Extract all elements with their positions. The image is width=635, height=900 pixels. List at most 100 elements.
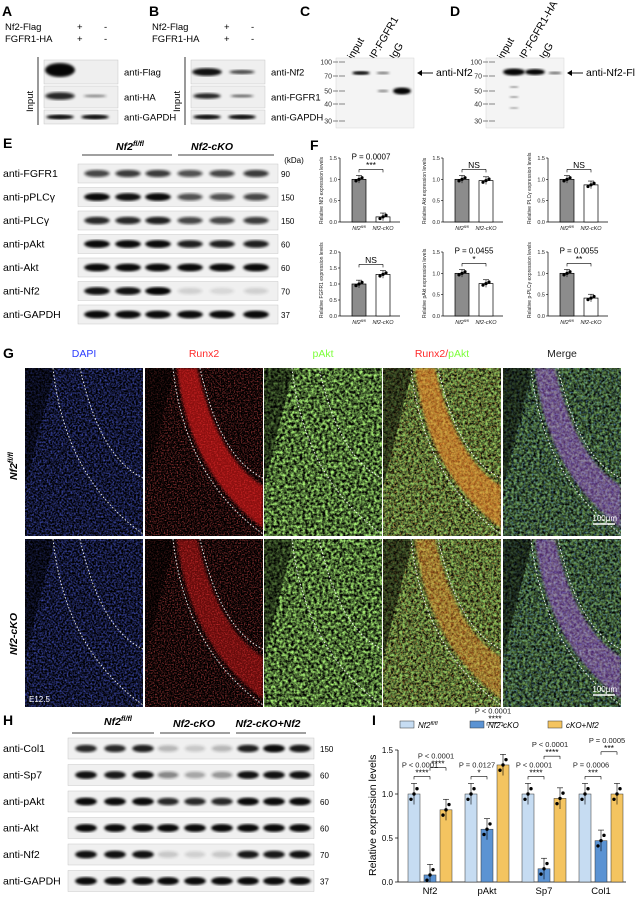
band — [237, 797, 259, 806]
suture-boundary — [172, 539, 263, 706]
arrow-head-icon — [567, 70, 572, 76]
data-point — [484, 179, 488, 183]
kda-value: 60 — [281, 241, 290, 250]
band — [243, 287, 269, 295]
legend-label: cKO+Nf2 — [566, 721, 599, 730]
p-value: P < 0.0001 — [532, 740, 568, 749]
blot-label: anti-Nf2 — [271, 68, 304, 79]
y-tick-label: 1.0 — [329, 177, 337, 183]
panel-label-d: D — [450, 3, 460, 19]
data-point — [487, 177, 491, 181]
kda-value: 37 — [281, 311, 290, 320]
x-tick-label: Sp7 — [536, 886, 553, 897]
y-tick-label: 0.0 — [432, 220, 440, 226]
data-point — [539, 872, 543, 876]
x-tick-label: Nf2fl/fl — [352, 225, 366, 232]
blot-label: anti-GAPDH — [3, 876, 61, 888]
data-point — [618, 787, 622, 791]
band — [83, 94, 107, 98]
band — [157, 771, 179, 779]
band — [104, 850, 126, 859]
kda-value: 150 — [320, 745, 334, 754]
data-point — [592, 294, 596, 299]
kda-value: 60 — [320, 798, 329, 807]
bar — [478, 283, 494, 317]
micrograph-tile — [145, 368, 263, 536]
band — [104, 744, 126, 753]
kda-value: 70 — [320, 851, 329, 860]
data-point — [481, 283, 485, 287]
band — [503, 68, 525, 76]
x-tick-label: Nf2-cKO — [475, 226, 497, 232]
band — [184, 850, 206, 859]
band — [243, 193, 269, 201]
column-label: DAPI — [72, 348, 97, 360]
legend-swatch — [547, 720, 563, 729]
band — [289, 744, 311, 753]
data-point — [592, 181, 596, 185]
data-point — [562, 179, 566, 183]
y-tick-label: 1.5 — [432, 250, 440, 256]
panel-label-c: C — [300, 3, 310, 19]
data-point — [428, 873, 432, 877]
row-label: Nf2fl/fl — [6, 451, 21, 480]
data-point — [586, 787, 590, 791]
y-tick-label: 0.5 — [329, 298, 337, 304]
legend-entry: Nf2fl/fl — [399, 720, 438, 730]
panel-label-b: B — [149, 3, 159, 19]
band — [84, 263, 110, 272]
band — [509, 96, 519, 98]
band — [177, 193, 203, 201]
band — [548, 71, 562, 75]
bar — [351, 283, 367, 317]
y-tick-label: 1.0 — [537, 177, 545, 183]
band — [132, 771, 154, 779]
band — [157, 824, 179, 832]
condition-plus: + — [224, 22, 230, 33]
y-tick-label: 1.0 — [432, 177, 440, 183]
band — [84, 310, 110, 319]
data-point — [466, 797, 470, 801]
band — [145, 240, 171, 248]
data-point — [444, 808, 448, 812]
condition-plus: + — [224, 34, 230, 45]
y-tick-label: 2.0 — [329, 250, 337, 256]
group-label: Nf2fl/fl — [104, 714, 133, 729]
suture-boundary — [318, 539, 382, 650]
blot-strip — [190, 85, 266, 109]
x-tick-label: Nf2fl/fl — [455, 225, 469, 232]
lane-label: input — [345, 36, 367, 62]
band — [263, 744, 285, 753]
y-axis-label: Relative p-PLCγ expression levels — [527, 242, 533, 318]
band — [209, 169, 235, 178]
legend-entry: cKO+Nf2 — [547, 720, 599, 730]
y-tick-label: 0.0 — [537, 314, 545, 320]
significance-mark: NS — [573, 160, 585, 170]
x-tick-label: Nf2fl/fl — [560, 319, 574, 326]
data-point — [409, 797, 413, 801]
data-point — [523, 797, 527, 801]
data-point — [463, 176, 467, 180]
ip-blot-membrane — [485, 57, 565, 129]
band — [211, 877, 233, 885]
significance-mark: * — [477, 767, 481, 777]
p-value: P < 0.0001 — [516, 760, 552, 769]
data-point — [589, 183, 593, 187]
suture-boundary — [530, 368, 621, 535]
band — [289, 850, 311, 859]
band — [393, 87, 411, 95]
data-point — [460, 177, 464, 181]
significance-mark: **** — [431, 759, 445, 769]
band — [209, 287, 235, 295]
band — [104, 824, 126, 832]
band — [132, 850, 154, 859]
group-label: Nf2fl/fl — [116, 139, 145, 154]
data-point — [526, 792, 530, 796]
y-tick-label: 0.5 — [537, 199, 545, 205]
band — [243, 216, 269, 225]
band — [237, 850, 259, 859]
blot-label: anti-HA — [124, 93, 156, 104]
bar — [407, 793, 421, 883]
bar — [553, 798, 567, 883]
input-side-label: Input — [172, 91, 183, 112]
